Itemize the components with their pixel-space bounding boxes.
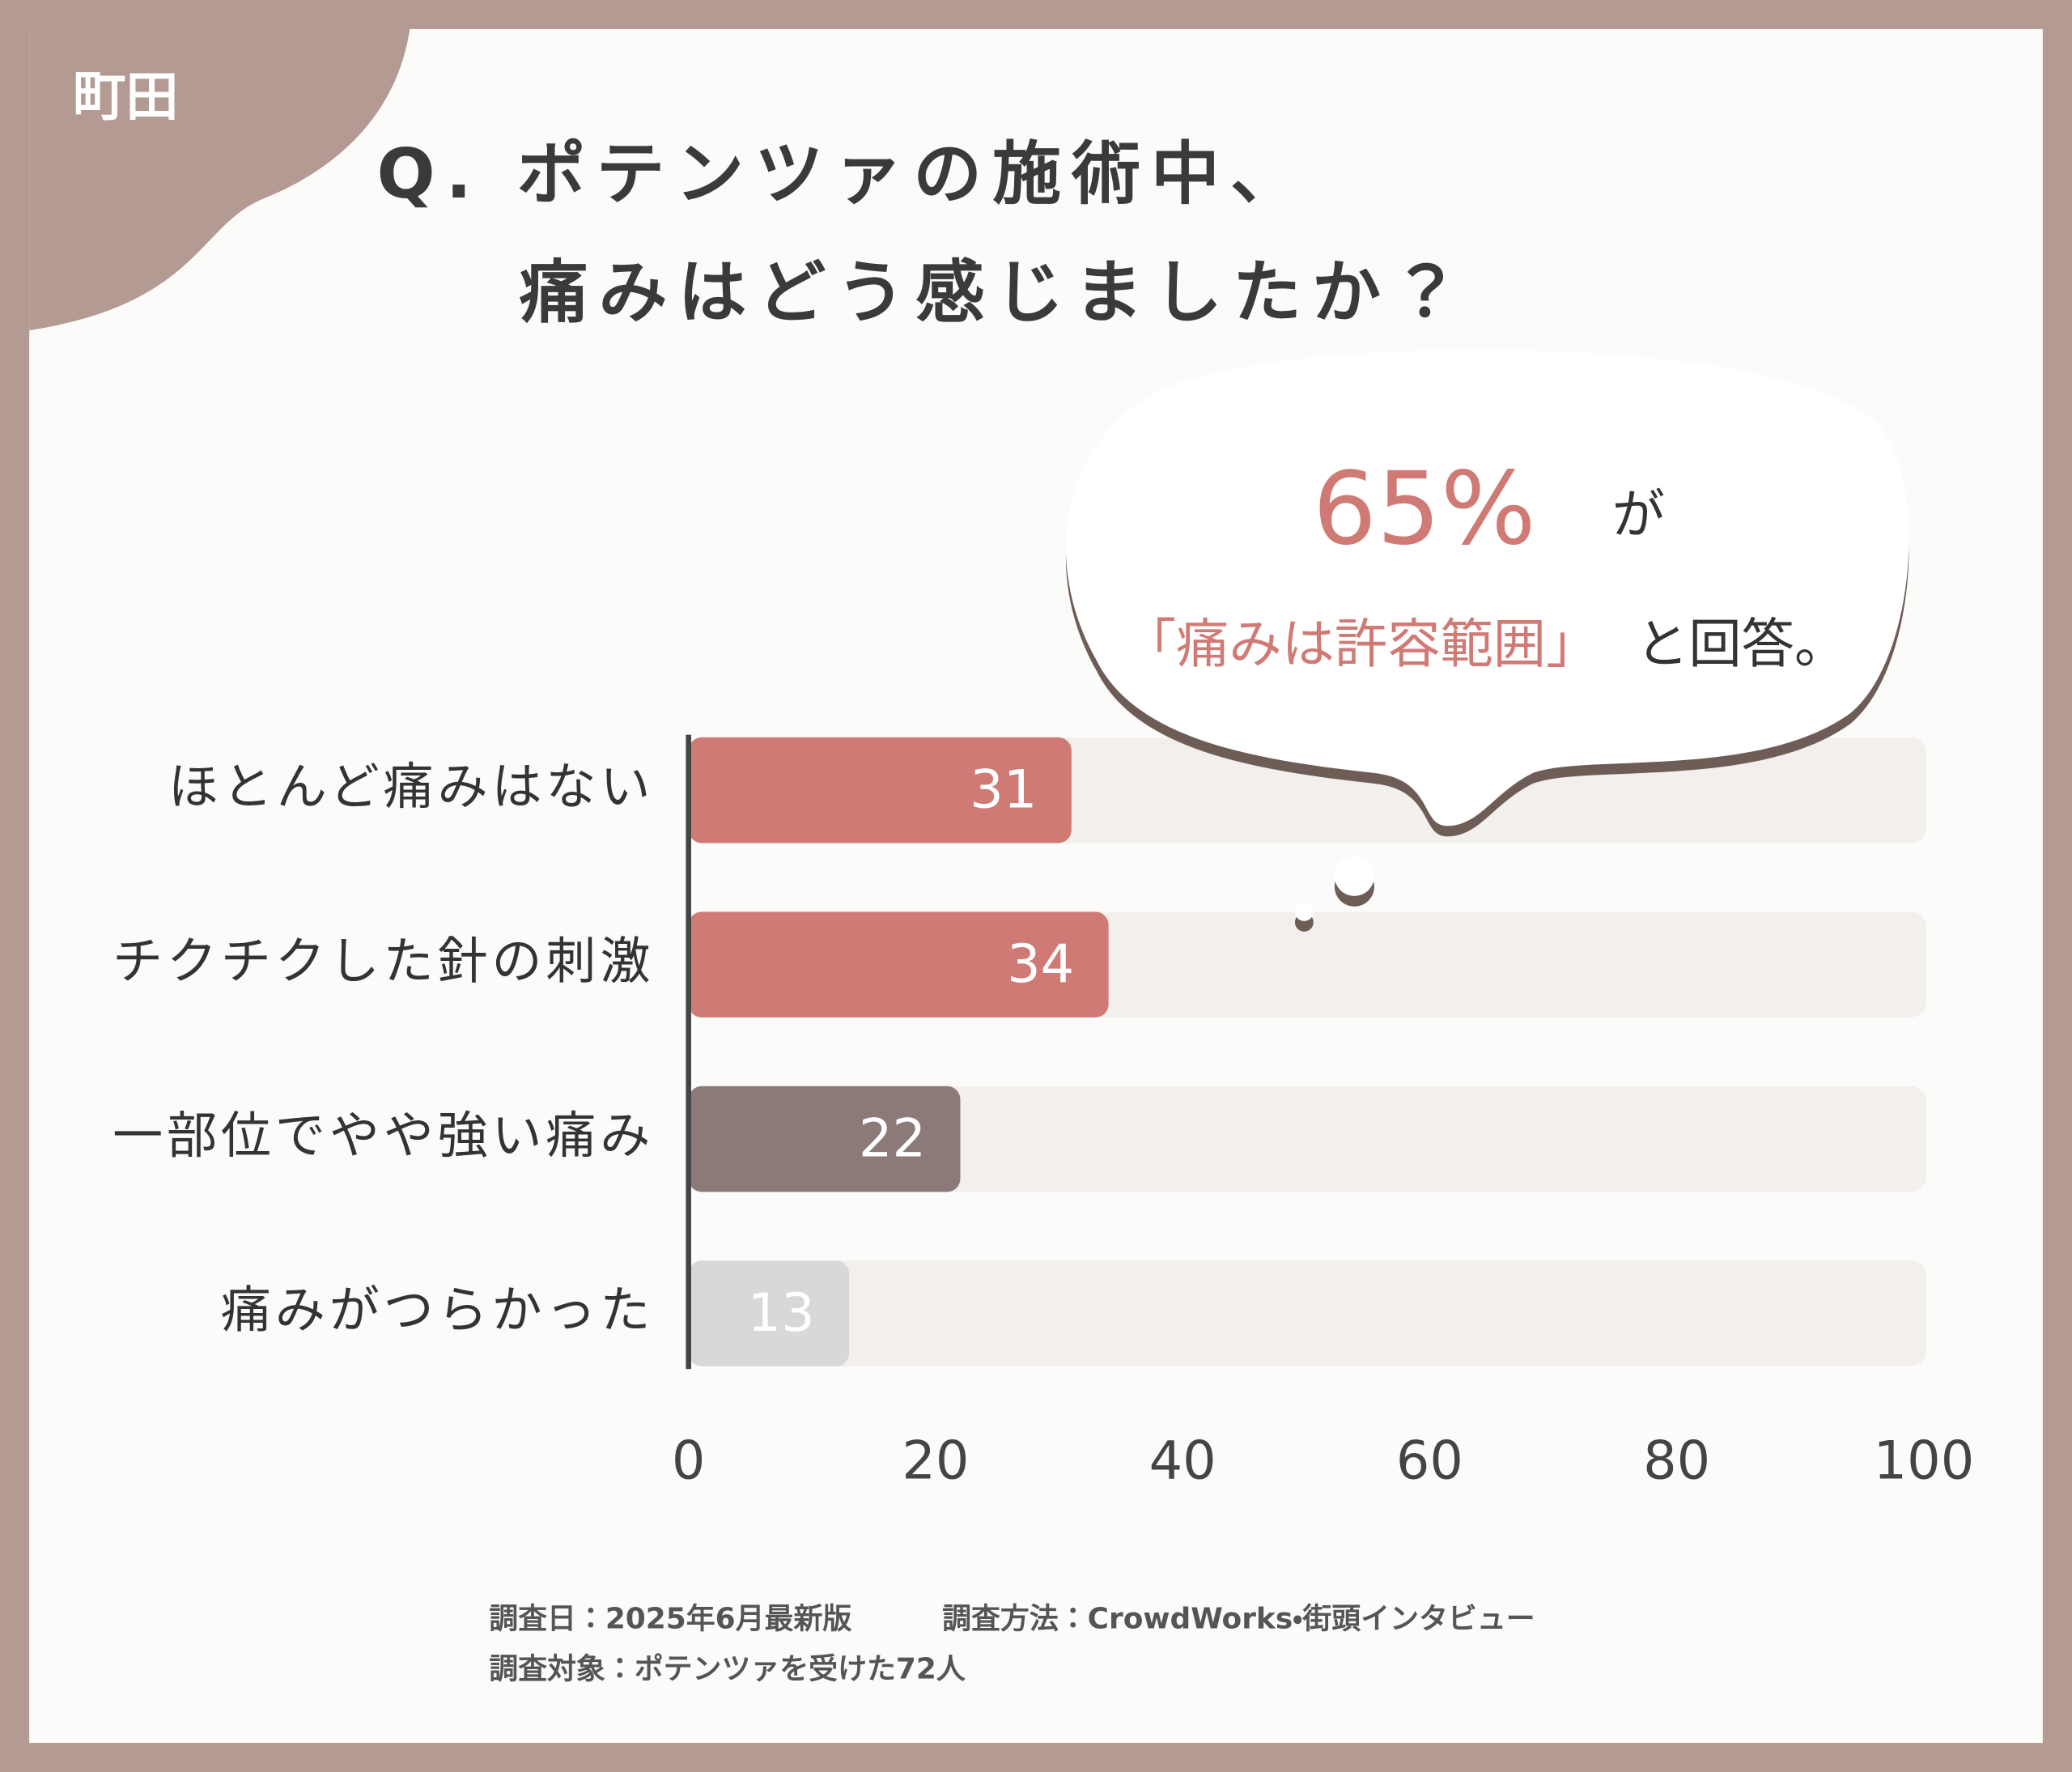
- bar: [688, 1086, 961, 1192]
- plot: 0 20 40 60 80 100 31 ほとんど痛みはない 34 チクチクした針の刺激 22 一部位…: [113, 734, 1975, 1492]
- x-tick-label: 60: [1396, 1430, 1463, 1492]
- category-label: 一部位でやや強い痛み: [113, 1106, 654, 1165]
- bar-track: [688, 1260, 1927, 1366]
- callout: [1065, 350, 1909, 921]
- bar: [688, 911, 1109, 1018]
- callout-suffix: が: [1612, 484, 1665, 546]
- value-label: 31: [970, 759, 1037, 820]
- value-label: 13: [748, 1282, 815, 1344]
- logo: 町田: [73, 66, 179, 128]
- x-tick-label: 0: [672, 1430, 706, 1492]
- x-tick-label: 100: [1874, 1430, 1975, 1492]
- callout-headline: 65%: [1313, 451, 1536, 567]
- x-tick-label: 20: [902, 1430, 969, 1492]
- callout-text: と回答。: [1636, 614, 1847, 675]
- callout-bubble: [1065, 350, 1909, 827]
- x-tick-label: 80: [1643, 1430, 1710, 1492]
- value-label: 22: [859, 1107, 926, 1169]
- bar-track: [688, 1086, 1927, 1192]
- category-label: チクチクした針の刺激: [113, 932, 654, 991]
- thought-dot: [1294, 902, 1314, 921]
- bar: [688, 737, 1072, 844]
- category-label: 痛みがつらかった: [221, 1281, 654, 1340]
- footnote: 調査日：2025年6月最新版: [489, 1602, 851, 1635]
- panel: [29, 28, 2043, 1744]
- x-tick-label: 40: [1149, 1430, 1216, 1492]
- category-label: ほとんど痛みはない: [168, 757, 654, 816]
- title-line: Q. ポテンツァの施術中、: [376, 134, 1309, 215]
- footnote: 調査対象：ポテンツァを受けた72人: [489, 1651, 966, 1685]
- bar: [688, 1260, 850, 1366]
- title-line: 痛みはどう感じましたか？: [520, 253, 1471, 334]
- footnote: 調査方法：CrowdWorks・街頭インタビュー: [942, 1602, 1535, 1635]
- value-label: 34: [1007, 933, 1074, 995]
- corner-blob: [29, 28, 410, 331]
- thought-dot: [1334, 856, 1374, 896]
- callout-highlight: 「痛みは許容範囲」: [1123, 614, 1599, 675]
